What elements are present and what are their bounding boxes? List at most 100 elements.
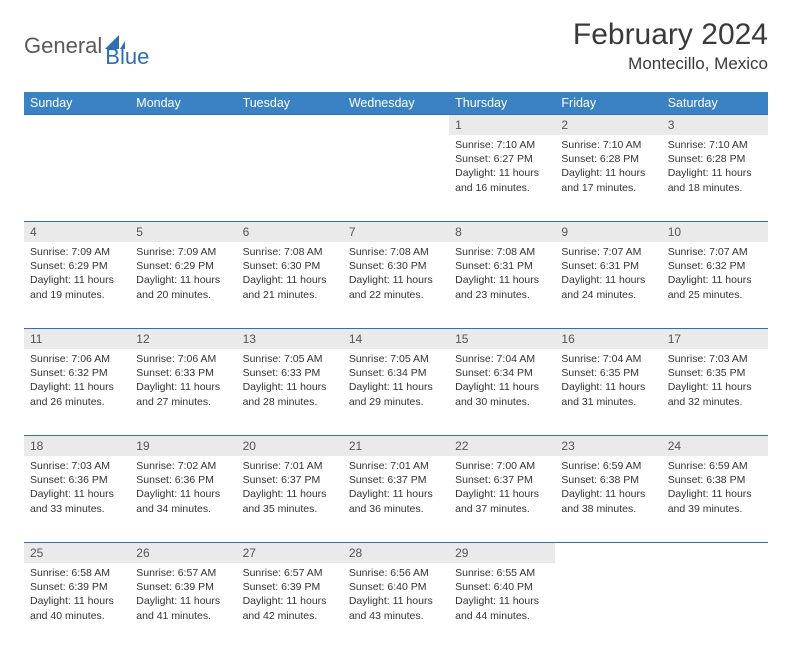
day-number-cell: 24: [662, 435, 768, 456]
weekday-header-row: SundayMondayTuesdayWednesdayThursdayFrid…: [24, 92, 768, 114]
day-cell: Sunrise: 7:10 AMSunset: 6:27 PMDaylight:…: [449, 135, 555, 221]
empty-day-cell: [662, 563, 768, 649]
day-number-cell: 19: [130, 435, 236, 456]
day-details: Sunrise: 6:57 AMSunset: 6:39 PMDaylight:…: [130, 563, 236, 629]
day-number: 22: [449, 435, 555, 456]
day-details: Sunrise: 7:05 AMSunset: 6:33 PMDaylight:…: [237, 349, 343, 415]
day-content-row: Sunrise: 7:06 AMSunset: 6:32 PMDaylight:…: [24, 349, 768, 435]
day-details: Sunrise: 7:01 AMSunset: 6:37 PMDaylight:…: [343, 456, 449, 522]
day-content-row: Sunrise: 7:10 AMSunset: 6:27 PMDaylight:…: [24, 135, 768, 221]
day-cell: Sunrise: 7:03 AMSunset: 6:35 PMDaylight:…: [662, 349, 768, 435]
calendar-table: SundayMondayTuesdayWednesdayThursdayFrid…: [24, 92, 768, 649]
day-content-row: Sunrise: 7:03 AMSunset: 6:36 PMDaylight:…: [24, 456, 768, 542]
empty-day-cell: [24, 135, 130, 221]
day-cell: Sunrise: 7:06 AMSunset: 6:33 PMDaylight:…: [130, 349, 236, 435]
day-number-cell: 26: [130, 542, 236, 563]
empty-day-cell: [343, 135, 449, 221]
day-number: 18: [24, 435, 130, 456]
empty-daynum: [555, 542, 661, 563]
logo: General Blue: [24, 22, 149, 70]
empty-details: [237, 135, 343, 144]
day-number-cell: 2: [555, 114, 661, 135]
day-details: Sunrise: 6:59 AMSunset: 6:38 PMDaylight:…: [662, 456, 768, 522]
day-number-cell: 17: [662, 328, 768, 349]
day-number: 28: [343, 542, 449, 563]
day-number: 25: [24, 542, 130, 563]
day-number: 9: [555, 221, 661, 242]
empty-cell: [130, 114, 236, 135]
day-cell: Sunrise: 6:56 AMSunset: 6:40 PMDaylight:…: [343, 563, 449, 649]
day-number-cell: 27: [237, 542, 343, 563]
day-number-cell: 28: [343, 542, 449, 563]
day-number-cell: 10: [662, 221, 768, 242]
daynum-row: 2526272829: [24, 542, 768, 563]
weekday-header: Tuesday: [237, 92, 343, 114]
day-cell: Sunrise: 7:08 AMSunset: 6:30 PMDaylight:…: [343, 242, 449, 328]
empty-cell: [662, 542, 768, 563]
day-number-cell: 21: [343, 435, 449, 456]
day-number: 24: [662, 435, 768, 456]
daynum-row: 18192021222324: [24, 435, 768, 456]
day-number: 21: [343, 435, 449, 456]
day-number: 7: [343, 221, 449, 242]
day-details: Sunrise: 7:00 AMSunset: 6:37 PMDaylight:…: [449, 456, 555, 522]
calendar-body: 123Sunrise: 7:10 AMSunset: 6:27 PMDaylig…: [24, 114, 768, 649]
empty-cell: [237, 114, 343, 135]
day-cell: Sunrise: 7:03 AMSunset: 6:36 PMDaylight:…: [24, 456, 130, 542]
location: Montecillo, Mexico: [573, 54, 768, 74]
day-content-row: Sunrise: 7:09 AMSunset: 6:29 PMDaylight:…: [24, 242, 768, 328]
day-number: 11: [24, 328, 130, 349]
day-cell: Sunrise: 6:57 AMSunset: 6:39 PMDaylight:…: [130, 563, 236, 649]
day-details: Sunrise: 7:01 AMSunset: 6:37 PMDaylight:…: [237, 456, 343, 522]
day-details: Sunrise: 7:03 AMSunset: 6:36 PMDaylight:…: [24, 456, 130, 522]
day-number-cell: 4: [24, 221, 130, 242]
day-cell: Sunrise: 7:05 AMSunset: 6:33 PMDaylight:…: [237, 349, 343, 435]
day-cell: Sunrise: 7:04 AMSunset: 6:35 PMDaylight:…: [555, 349, 661, 435]
day-cell: Sunrise: 7:10 AMSunset: 6:28 PMDaylight:…: [662, 135, 768, 221]
day-cell: Sunrise: 7:06 AMSunset: 6:32 PMDaylight:…: [24, 349, 130, 435]
day-cell: Sunrise: 6:55 AMSunset: 6:40 PMDaylight:…: [449, 563, 555, 649]
day-details: Sunrise: 7:06 AMSunset: 6:33 PMDaylight:…: [130, 349, 236, 415]
day-cell: Sunrise: 7:07 AMSunset: 6:32 PMDaylight:…: [662, 242, 768, 328]
day-details: Sunrise: 7:08 AMSunset: 6:30 PMDaylight:…: [343, 242, 449, 308]
day-details: Sunrise: 7:04 AMSunset: 6:35 PMDaylight:…: [555, 349, 661, 415]
day-details: Sunrise: 7:06 AMSunset: 6:32 PMDaylight:…: [24, 349, 130, 415]
day-number-cell: 16: [555, 328, 661, 349]
weekday-header: Friday: [555, 92, 661, 114]
day-details: Sunrise: 7:02 AMSunset: 6:36 PMDaylight:…: [130, 456, 236, 522]
empty-daynum: [130, 114, 236, 135]
empty-daynum: [237, 114, 343, 135]
day-cell: Sunrise: 7:10 AMSunset: 6:28 PMDaylight:…: [555, 135, 661, 221]
empty-cell: [24, 114, 130, 135]
day-details: Sunrise: 7:08 AMSunset: 6:30 PMDaylight:…: [237, 242, 343, 308]
day-number-cell: 15: [449, 328, 555, 349]
day-number: 8: [449, 221, 555, 242]
day-number-cell: 22: [449, 435, 555, 456]
day-cell: Sunrise: 6:57 AMSunset: 6:39 PMDaylight:…: [237, 563, 343, 649]
empty-daynum: [343, 114, 449, 135]
day-number: 23: [555, 435, 661, 456]
daynum-row: 11121314151617: [24, 328, 768, 349]
empty-daynum: [24, 114, 130, 135]
empty-details: [24, 135, 130, 144]
weekday-header: Saturday: [662, 92, 768, 114]
day-number: 27: [237, 542, 343, 563]
day-number: 2: [555, 114, 661, 135]
empty-day-cell: [237, 135, 343, 221]
day-number-cell: 18: [24, 435, 130, 456]
day-details: Sunrise: 7:08 AMSunset: 6:31 PMDaylight:…: [449, 242, 555, 308]
day-cell: Sunrise: 6:58 AMSunset: 6:39 PMDaylight:…: [24, 563, 130, 649]
header: General Blue February 2024 Montecillo, M…: [24, 18, 768, 74]
day-number: 19: [130, 435, 236, 456]
empty-cell: [555, 542, 661, 563]
day-content-row: Sunrise: 6:58 AMSunset: 6:39 PMDaylight:…: [24, 563, 768, 649]
daynum-row: 123: [24, 114, 768, 135]
day-number-cell: 6: [237, 221, 343, 242]
empty-cell: [343, 114, 449, 135]
weekday-header: Sunday: [24, 92, 130, 114]
day-details: Sunrise: 7:03 AMSunset: 6:35 PMDaylight:…: [662, 349, 768, 415]
day-cell: Sunrise: 7:01 AMSunset: 6:37 PMDaylight:…: [237, 456, 343, 542]
day-details: Sunrise: 7:10 AMSunset: 6:28 PMDaylight:…: [662, 135, 768, 201]
day-details: Sunrise: 6:55 AMSunset: 6:40 PMDaylight:…: [449, 563, 555, 629]
day-number: 5: [130, 221, 236, 242]
